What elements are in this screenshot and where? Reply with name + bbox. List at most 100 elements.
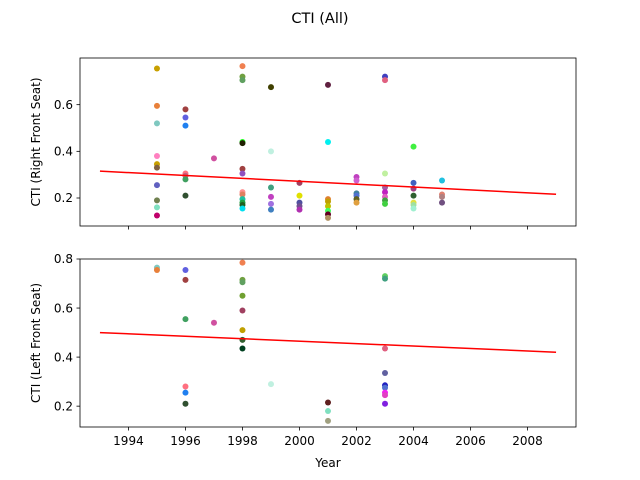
scatter-point xyxy=(382,384,389,391)
scatter-point xyxy=(153,65,160,72)
scatter-point xyxy=(182,400,189,407)
scatter-point xyxy=(182,176,189,183)
scatter-point xyxy=(153,102,160,109)
scatter-point xyxy=(382,370,389,377)
scatter-point xyxy=(267,381,274,388)
scatter-point xyxy=(182,192,189,199)
scatter-point xyxy=(239,259,246,266)
scatter-point xyxy=(325,139,331,145)
scatter-point xyxy=(153,267,160,274)
figure-title: CTI (All) xyxy=(291,11,348,27)
scatter-point xyxy=(153,182,160,189)
scatter-point xyxy=(325,214,331,221)
y-tick-label: 0.2 xyxy=(54,191,73,205)
scatter-point xyxy=(382,189,389,196)
x-tick-label: 2004 xyxy=(398,434,429,448)
x-tick-label: 1994 xyxy=(113,434,144,448)
subplot-left-front-seat: 1994 1996 1998 2000 2002 2004 2006 2008 0.2 0.4 0.… xyxy=(29,252,577,470)
y-tick-label: 0.6 xyxy=(54,98,73,112)
y-tick-label: 0.4 xyxy=(54,145,73,159)
scatter-point xyxy=(382,400,389,407)
scatter-point xyxy=(267,206,274,213)
x-axis-label: Year xyxy=(314,456,340,470)
scatter-point xyxy=(153,204,160,211)
scatter-points xyxy=(153,259,389,424)
scatter-point xyxy=(239,205,246,212)
scatter-point xyxy=(382,392,389,399)
scatter-point xyxy=(410,205,417,212)
x-tick-label: 2008 xyxy=(512,434,543,448)
scatter-point xyxy=(153,153,160,159)
scatter-point xyxy=(382,170,389,177)
y-tick-label: 0.2 xyxy=(54,399,73,413)
scatter-point xyxy=(239,140,246,147)
axes-frame xyxy=(79,258,577,428)
scatter-points xyxy=(153,63,446,221)
scatter-point xyxy=(239,336,246,343)
x-tick-label: 2006 xyxy=(455,434,486,448)
scatter-point xyxy=(182,106,189,113)
scatter-point xyxy=(239,292,246,299)
scatter-point xyxy=(410,179,417,186)
scatter-point xyxy=(267,184,274,191)
scatter-point xyxy=(182,114,189,121)
scatter-point xyxy=(182,316,189,323)
y-tick-label: 0.6 xyxy=(54,301,73,315)
subplot-right-front-seat: 0.2 0.4 0.6 CTI (Right Front Seat) xyxy=(29,57,577,230)
scatter-point xyxy=(296,206,303,213)
scatter-point xyxy=(325,203,331,210)
scatter-point xyxy=(182,276,189,283)
scatter-point xyxy=(296,192,303,199)
axes-frame xyxy=(79,57,577,227)
scatter-point xyxy=(439,199,446,206)
scatter-point xyxy=(267,200,274,207)
scatter-point xyxy=(182,389,189,396)
scatter-point xyxy=(210,319,217,326)
scatter-point xyxy=(382,345,389,352)
scatter-point xyxy=(439,193,446,200)
x-tick-label: 1996 xyxy=(170,434,201,448)
scatter-point xyxy=(325,81,331,88)
scatter-point xyxy=(325,399,331,406)
trend-line xyxy=(99,170,557,196)
trend-line xyxy=(99,331,557,353)
scatter-point xyxy=(182,122,189,129)
scatter-point xyxy=(239,191,246,198)
scatter-point xyxy=(353,199,360,206)
scatter-point xyxy=(267,193,274,200)
scatter-point xyxy=(239,307,246,314)
x-tick-label: 1998 xyxy=(227,434,258,448)
scatter-point xyxy=(239,165,246,172)
scatter-point xyxy=(325,417,331,424)
scatter-point xyxy=(325,198,331,205)
scatter-point xyxy=(410,192,417,199)
scatter-point xyxy=(410,143,417,150)
y-tick-label: 0.4 xyxy=(54,350,73,364)
y-axis-label: CTI (Right Front Seat) xyxy=(29,77,43,206)
y-axis-label: CTI (Left Front Seat) xyxy=(29,283,43,403)
scatter-point xyxy=(267,84,274,91)
scatter-point xyxy=(210,155,217,162)
scatter-point xyxy=(182,267,189,274)
scatter-point xyxy=(239,170,246,177)
scatter-point xyxy=(239,77,246,84)
x-tick-label: 2000 xyxy=(284,434,315,448)
scatter-point xyxy=(353,177,360,184)
scatter-point xyxy=(239,279,246,286)
scatter-point xyxy=(182,383,189,390)
scatter-point xyxy=(239,327,246,334)
scatter-point xyxy=(153,197,160,204)
scatter-point xyxy=(153,120,160,127)
scatter-point xyxy=(382,275,389,282)
scatter-point xyxy=(382,200,389,207)
x-tick-label: 2002 xyxy=(341,434,372,448)
scatter-point xyxy=(239,345,246,352)
scatter-point xyxy=(153,212,160,219)
scatter-point xyxy=(239,63,246,70)
scatter-point xyxy=(382,77,389,84)
scatter-point xyxy=(325,408,331,415)
scatter-point xyxy=(439,177,446,184)
scatter-point xyxy=(153,164,160,171)
y-tick-label: 0.8 xyxy=(54,252,73,266)
